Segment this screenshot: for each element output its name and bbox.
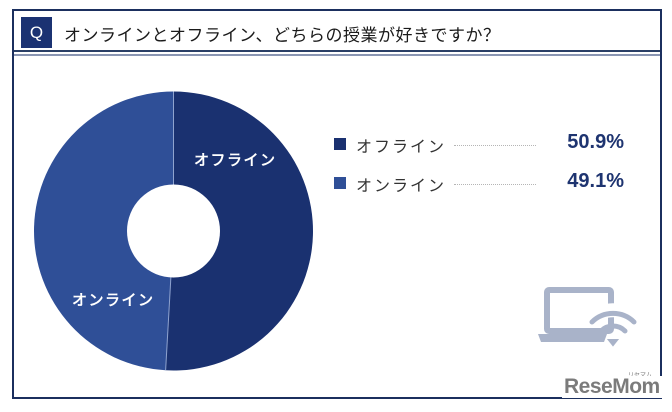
slice-label-offline: オフライン (194, 151, 277, 169)
legend-item-online: オンライン 49.1% (334, 170, 624, 196)
donut-hole (127, 184, 220, 278)
donut-slice (34, 91, 174, 371)
question-badge: Q (21, 17, 52, 48)
laptop-wifi-icon (538, 287, 642, 347)
legend-label: オフライン (356, 137, 447, 156)
legend-swatch-offline (334, 138, 346, 150)
legend-leader-line (454, 145, 536, 146)
slice-label-online: オンライン (72, 291, 155, 309)
legend-leader-line (454, 184, 536, 185)
question-header: Q オンラインとオフライン、どちらの授業が好きですか？ (14, 11, 660, 51)
watermark-kana: リセマム (628, 370, 652, 379)
legend-swatch-online (334, 177, 346, 189)
donut-slice (165, 91, 314, 371)
legend-value: 49.1% (567, 170, 624, 192)
legend-value: 50.9% (567, 131, 624, 153)
donut-slices (34, 91, 314, 371)
legend-label: オンライン (356, 176, 447, 195)
header-divider (14, 50, 660, 52)
header-divider-secondary (14, 54, 660, 56)
resemom-logo: ReseMom (562, 375, 662, 398)
question-title: オンラインとオフライン、どちらの授業が好きですか？ (64, 26, 501, 46)
legend-item-offline: オフライン 50.9% (334, 131, 624, 157)
